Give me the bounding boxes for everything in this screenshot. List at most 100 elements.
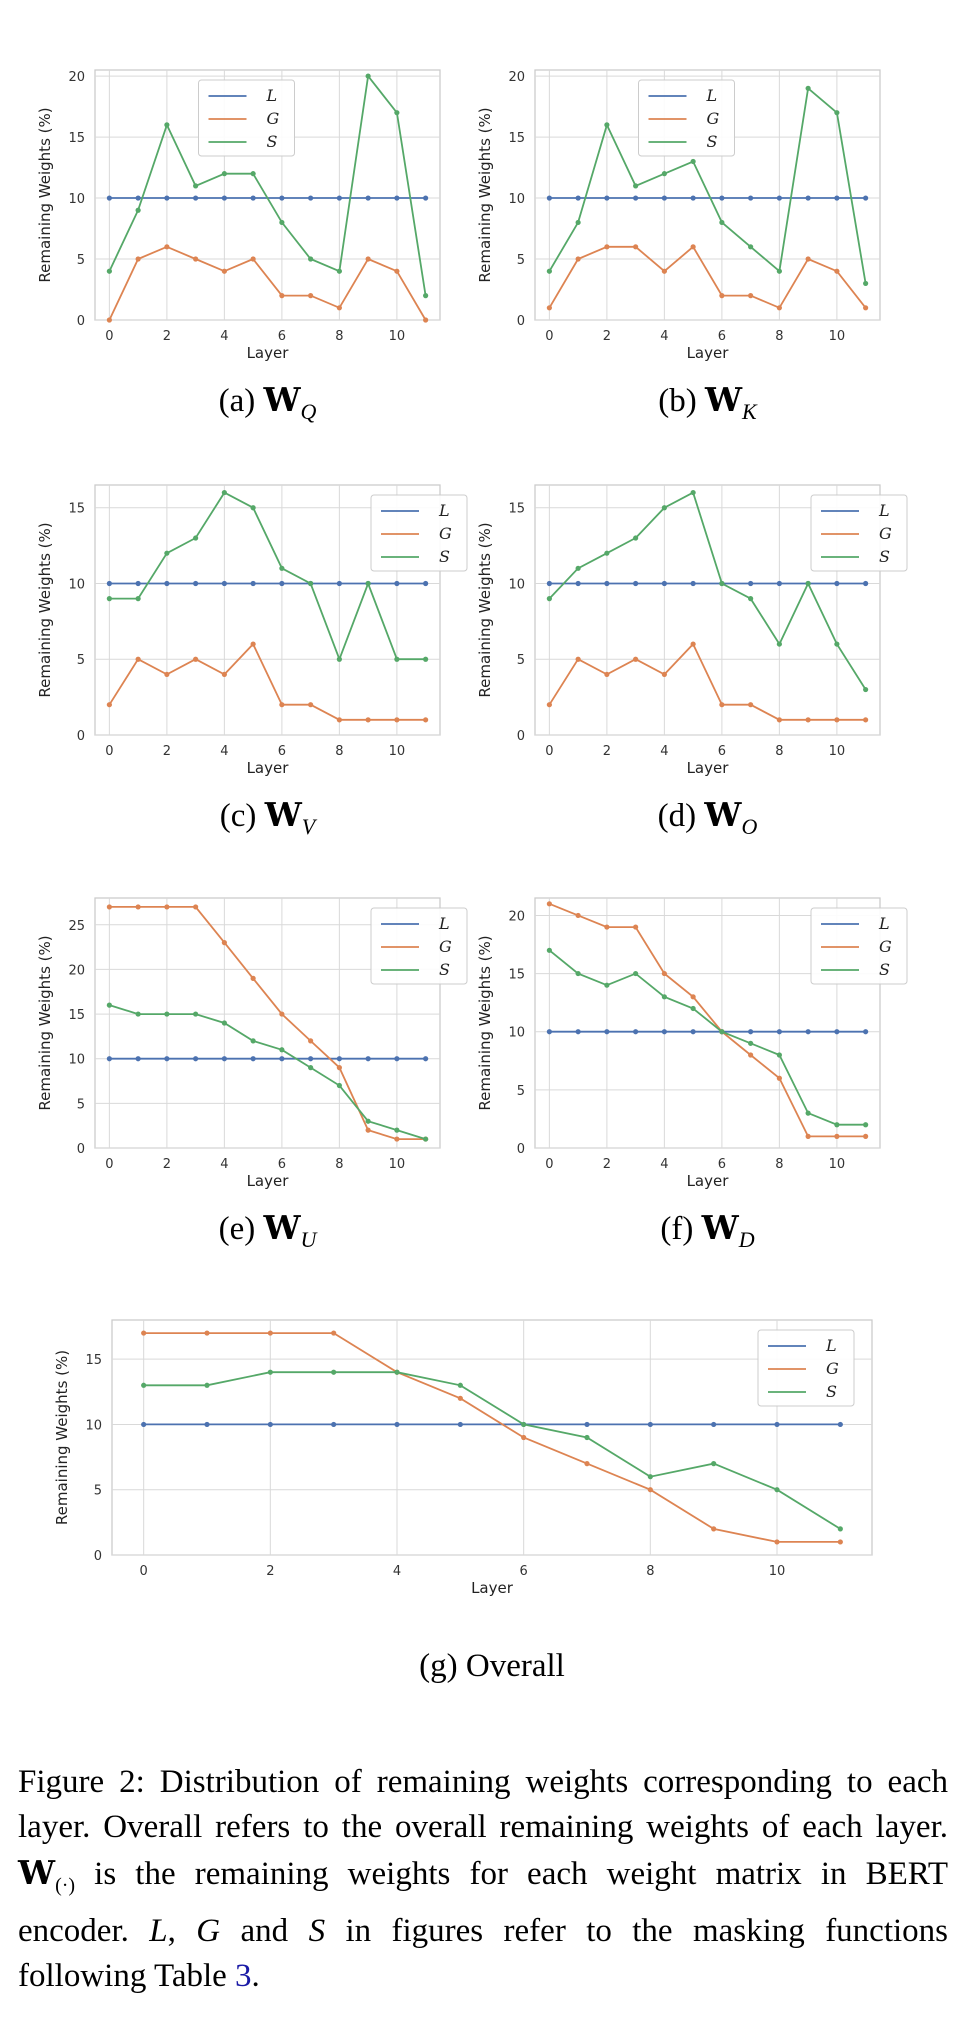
data-point-L <box>336 580 342 587</box>
x-tick-label: 0 <box>105 329 113 344</box>
x-tick-label: 8 <box>775 329 783 344</box>
legend-box <box>757 1329 855 1407</box>
data-point-L <box>164 195 170 201</box>
data-point-G <box>365 256 371 262</box>
data-point-G <box>584 1461 590 1467</box>
x-tick-label: 6 <box>278 329 286 344</box>
data-point-G <box>834 268 840 274</box>
table-reference-link[interactable]: 3 <box>235 1957 252 1994</box>
data-point-G <box>748 293 754 299</box>
data-point-G <box>633 244 639 250</box>
x-axis-label: Layer <box>687 344 730 362</box>
data-point-L <box>279 1056 285 1062</box>
legend-label-L: L <box>266 86 278 105</box>
data-point-G <box>863 1133 869 1139</box>
data-point-S <box>193 535 199 541</box>
x-tick-label: 8 <box>335 1157 343 1172</box>
y-tick-label: 5 <box>77 1097 85 1112</box>
legend-label-G: G <box>267 109 280 128</box>
plot-area <box>534 897 881 1149</box>
x-tick-label: 6 <box>718 329 726 344</box>
data-point-L <box>394 580 400 587</box>
data-point-L <box>279 580 285 587</box>
data-point-L <box>604 195 610 201</box>
data-point-G <box>308 702 314 708</box>
x-tick-label: 4 <box>220 1157 228 1172</box>
data-point-L <box>221 580 227 587</box>
data-point-S <box>164 1011 170 1017</box>
data-point-S <box>250 171 256 177</box>
plot-area <box>94 484 441 736</box>
x-tick-label: 0 <box>105 1157 113 1172</box>
data-point-S <box>365 73 371 79</box>
data-point-G <box>193 904 199 910</box>
caption-subscript: Q <box>300 399 317 424</box>
data-point-L <box>805 580 811 587</box>
data-point-S <box>308 1065 314 1071</box>
y-tick-label: 20 <box>508 909 525 924</box>
x-tick-label: 10 <box>389 1157 406 1172</box>
series-line-G <box>548 642 866 721</box>
data-point-L <box>805 195 811 201</box>
data-point-L <box>834 195 840 201</box>
legend-label-G: G <box>707 109 720 128</box>
x-tick-label: 10 <box>389 744 406 759</box>
data-point-G <box>141 1330 147 1336</box>
data-point-G <box>633 924 639 930</box>
data-point-L <box>250 1056 256 1062</box>
data-point-L <box>331 1421 337 1428</box>
data-point-L <box>546 1029 552 1035</box>
data-point-L <box>661 1029 667 1035</box>
legend-label-S: S <box>826 1382 837 1401</box>
caption-prefix: (e) <box>218 1211 264 1247</box>
data-point-L <box>365 1056 371 1062</box>
legend-label-S: S <box>439 547 450 566</box>
data-point-S <box>279 565 285 571</box>
data-point-G <box>604 244 610 250</box>
caption-a: (a) WQ <box>95 380 440 425</box>
data-point-S <box>546 596 552 602</box>
data-point-G <box>837 1539 843 1545</box>
data-point-L <box>690 195 696 201</box>
series-line-S <box>548 949 866 1126</box>
legend-box <box>638 79 735 157</box>
data-point-L <box>584 1421 590 1428</box>
data-point-S <box>575 219 581 226</box>
x-tick-label: 2 <box>603 1157 611 1172</box>
data-point-S <box>279 1047 285 1053</box>
x-tick-label: 2 <box>603 744 611 759</box>
data-point-G <box>279 293 285 299</box>
data-point-L <box>711 1421 717 1428</box>
data-point-L <box>863 195 869 201</box>
data-point-S <box>221 1020 227 1026</box>
caption-subscript: O <box>741 814 758 839</box>
figure-caption-S: S <box>308 1912 326 1949</box>
series-line-G <box>143 1332 841 1543</box>
x-tick-label: 4 <box>660 744 668 759</box>
legend-label-G: G <box>439 524 452 543</box>
data-point-L <box>776 1029 782 1035</box>
data-point-L <box>546 580 552 587</box>
y-tick-label: 10 <box>68 192 85 207</box>
data-point-G <box>711 1526 717 1532</box>
caption-symbol: W <box>263 1208 301 1247</box>
data-point-S <box>805 85 811 91</box>
data-point-L <box>834 1029 840 1035</box>
y-tick-label: 0 <box>77 1142 85 1157</box>
data-point-G <box>365 717 371 723</box>
data-point-S <box>647 1474 653 1480</box>
data-point-S <box>546 947 552 953</box>
series-line-G <box>108 245 427 321</box>
figure-caption-and: and <box>220 1912 309 1949</box>
y-axis-label: Remaining Weights (%) <box>36 522 54 697</box>
legend-label-S: S <box>879 960 890 979</box>
data-point-S <box>633 970 639 977</box>
data-point-G <box>604 671 610 677</box>
caption-symbol: W <box>704 380 743 419</box>
caption-g: (g) Overall <box>112 1648 872 1685</box>
data-point-L <box>193 580 199 587</box>
data-point-S <box>164 550 170 556</box>
x-tick-label: 8 <box>335 744 343 759</box>
x-tick-label: 0 <box>545 329 553 344</box>
data-point-S <box>106 596 112 602</box>
